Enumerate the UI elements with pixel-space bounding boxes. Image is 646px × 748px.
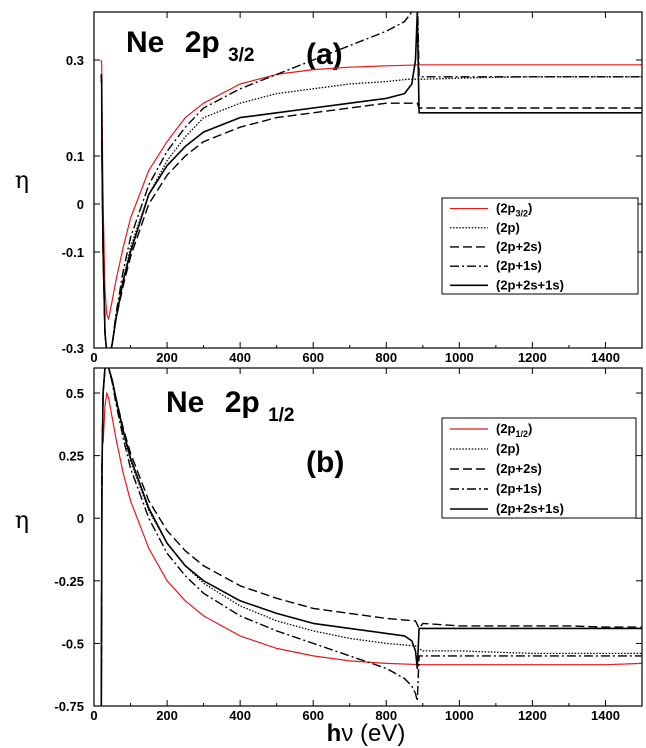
panel-b-y-tick-label: -0.75 <box>54 699 84 714</box>
panel-b-x-tick-label: 200 <box>156 708 178 723</box>
panel-b-y-tick-label: -0.5 <box>62 636 84 651</box>
panel-a-x-tick-label: 400 <box>229 350 251 365</box>
panel-b-y-tick-label: 0.25 <box>59 449 84 464</box>
panel-b-y-tick-label: 0 <box>77 511 84 526</box>
panel-a-legend-box <box>441 197 639 295</box>
panel-a-title: Ne 2p 3/2 <box>126 26 254 66</box>
panel-a-title-subscript: 3/2 <box>228 45 254 66</box>
panel-a-y-axis-label: η <box>15 166 29 194</box>
panel-b-title-orbital: 2p <box>225 386 260 419</box>
panel-a-legend-entry: (2p+2s) <box>496 239 542 254</box>
panel-b-title: Ne 2p 1/2 <box>166 386 294 426</box>
panel-b-plot-frame <box>93 367 643 707</box>
panel-a-series-line-red <box>100 59 642 320</box>
panel-b-legend-entry: (2p+2s+1s) <box>496 501 564 516</box>
panel-a-legend-entry: (2p+1s) <box>496 258 542 273</box>
panel-b-x-tick-label: 800 <box>375 708 397 723</box>
panel-b-x-tick-label: 1400 <box>591 708 620 723</box>
panel-a-legend-entry: (2p3/2) <box>496 201 532 219</box>
panel-a-label: (a) <box>306 38 343 71</box>
panel-b: η Ne 2p 1/2 (b) hν (eV) 0 200 400 600 800 100… <box>15 367 643 747</box>
panel-a-series-line-dashdot <box>100 12 642 348</box>
panel-b-series-line-solid <box>100 368 642 706</box>
panel-b-x-tick-label: 600 <box>302 708 324 723</box>
panel-a-y-tick-label: 0.1 <box>66 149 84 164</box>
panel-a-y-tick-label: -0.3 <box>62 341 84 356</box>
panel-b-title-subscript: 1/2 <box>268 405 294 426</box>
panel-a-legend-entry: (2p) <box>496 220 520 235</box>
x-axis-label-rest: ν (eV) <box>341 720 405 747</box>
panel-b-series-line-dashed <box>100 368 642 706</box>
panel-b-label: (b) <box>306 446 344 479</box>
panel-a-plot-frame <box>93 11 643 349</box>
panel-a-series-line-dotted <box>100 74 642 348</box>
panel-a-series-line-dashed <box>100 74 642 348</box>
panel-a-x-tick-label: 800 <box>375 350 397 365</box>
panel-b-legend-entry: (2p+1s) <box>496 481 542 496</box>
panel-b-x-tick-label: 0 <box>90 708 97 723</box>
panel-a-title-element: Ne <box>126 26 164 59</box>
svg-text:Ne 2p 1/2: Ne 2p 1/2 <box>166 386 294 426</box>
panel-b-y-tick-label: -0.25 <box>54 574 84 589</box>
panel-b-title-element: Ne <box>166 386 204 419</box>
x-axis-label: hν (eV) <box>327 720 406 747</box>
panel-b-series-line-dashdot <box>100 368 642 706</box>
panel-a-series-line-solid <box>100 12 642 348</box>
panel-a-series-group <box>100 12 642 348</box>
svg-text:Ne 2p 3/2: Ne 2p 3/2 <box>126 26 254 66</box>
panel-b-legend: (2p1/2) (2p) (2p+2s) (2p+1s) (2p+2s+1s) <box>441 417 637 519</box>
x-axis-label-h: h <box>327 720 342 747</box>
panel-b-y-axis-label: η <box>15 506 29 534</box>
panel-b-legend-entry: (2p+2s) <box>496 461 542 476</box>
panel-a-x-tick-label: 200 <box>156 350 178 365</box>
panel-b-x-tick-label: 1200 <box>518 708 547 723</box>
panel-a-x-tick-label: 1400 <box>591 350 620 365</box>
panel-b-x-tick-label: 400 <box>229 708 251 723</box>
panel-b-legend-entry: (2p1/2) <box>496 421 532 439</box>
panel-b-series-group <box>100 368 642 706</box>
panel-a-legend: (2p3/2)(2p) (2p+2s) (2p+1s) (2p+2s+1s) <box>441 197 639 295</box>
panel-a-x-tick-label: 1200 <box>518 350 547 365</box>
panel-a-x-tick-label: 600 <box>302 350 324 365</box>
panel-b-y-tick-label: 0.5 <box>66 386 84 401</box>
panel-b-x-tick-label: 1000 <box>445 708 474 723</box>
panel-a-y-tick-label: 0 <box>77 197 84 212</box>
panel-a: η Ne 2p 3/2 (a) 0 200 400 600 800 1000 1200 140… <box>15 11 643 365</box>
panel-b-series-line-red <box>102 392 642 666</box>
panel-a-x-tick-label: 1000 <box>445 350 474 365</box>
panel-a-y-tick-label: 0.3 <box>66 53 84 68</box>
panel-a-title-orbital: 2p <box>185 26 220 59</box>
panel-b-legend-entry: (2p) <box>496 441 520 456</box>
panel-a-legend-entry: (2p+2s+1s) <box>496 277 564 292</box>
panel-b-legend-box <box>441 417 637 519</box>
panel-a-y-tick-label: -0.1 <box>62 245 84 260</box>
panel-a-x-tick-label: 0 <box>90 350 97 365</box>
